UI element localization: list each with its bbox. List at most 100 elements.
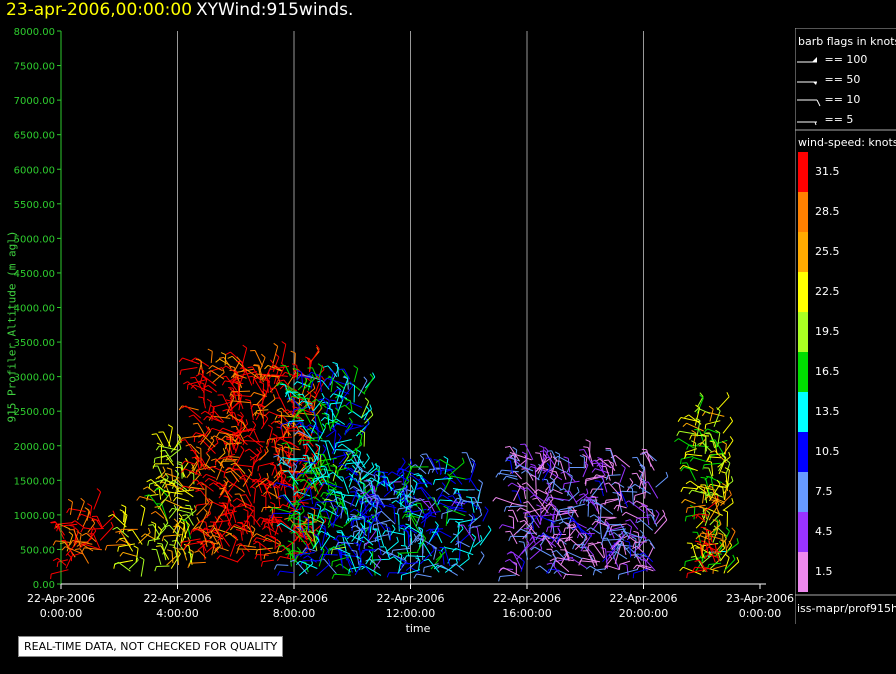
- wind-barb: [474, 497, 482, 511]
- wind-barb: [420, 503, 425, 514]
- barb-flag: [584, 479, 587, 485]
- wind-barb: [469, 478, 478, 491]
- barb-flag: [343, 451, 347, 457]
- barb-flag: [229, 394, 233, 400]
- wind-barb: [343, 513, 360, 527]
- wind-barb: [592, 519, 601, 531]
- wind-barb: [224, 504, 233, 518]
- wind-barb: [324, 440, 332, 461]
- wind-barb: [266, 375, 279, 378]
- wind-barb: [546, 479, 552, 493]
- barb-flag: [52, 557, 58, 562]
- wind-barb: [365, 554, 373, 565]
- wind-barb: [710, 452, 722, 456]
- barb-flag: [230, 373, 235, 379]
- barb-flag: [215, 358, 220, 363]
- wind-barb: [343, 368, 351, 380]
- wind-barb: [99, 526, 114, 541]
- wind-barb: [468, 517, 476, 527]
- barb-flag: [312, 383, 316, 389]
- barb-flag: [596, 541, 602, 544]
- wind-barb: [318, 366, 323, 378]
- barb-flag: [194, 505, 197, 511]
- barb-flag: [225, 414, 230, 419]
- wind-barb: [589, 565, 602, 574]
- barb-flag: [333, 497, 338, 502]
- barb-flag: [461, 457, 465, 463]
- wind-barb: [73, 529, 82, 548]
- barb-flag: [385, 526, 391, 529]
- wind-barb: [214, 435, 229, 445]
- barb-flag: [183, 381, 188, 385]
- y-tick-label: 4500.00: [14, 269, 55, 280]
- wind-barb: [159, 506, 168, 522]
- wind-barb: [378, 528, 385, 547]
- barb-flag: [641, 451, 647, 454]
- barb-flag: [234, 432, 237, 438]
- barb-flag: [624, 540, 630, 543]
- wind-barb: [376, 502, 397, 509]
- colorbar-swatch: [798, 552, 808, 592]
- wind-barb: [640, 520, 654, 531]
- barb-flag: [435, 530, 440, 535]
- barb-flag: [261, 525, 267, 530]
- wind-barb: [449, 507, 467, 513]
- wind-barb: [284, 365, 292, 377]
- barb-flag: [478, 479, 483, 484]
- wind-barb: [449, 462, 465, 476]
- barb-flag: [266, 472, 269, 478]
- barb-flag: [317, 363, 323, 368]
- barb-flag: [261, 353, 266, 358]
- barb-flag: [338, 497, 342, 503]
- wind-barb: [305, 541, 312, 553]
- wind-barb: [596, 502, 614, 515]
- wind-barb: [264, 381, 271, 398]
- wind-barb: [376, 530, 379, 542]
- axes: 0.00500.001000.001500.002000.002500.0030…: [14, 27, 794, 620]
- wind-barb: [311, 463, 330, 470]
- barb-flag: [203, 416, 208, 421]
- barb-flag: [208, 525, 214, 527]
- barb-flag: [249, 456, 255, 460]
- barb-flag: [185, 504, 191, 507]
- wind-barb: [235, 437, 241, 454]
- wind-barb: [289, 512, 301, 517]
- barb-flag: [209, 534, 214, 540]
- barb-flag: [337, 443, 343, 448]
- wind-barb: [281, 447, 291, 459]
- barb-flag: [112, 510, 116, 516]
- barb-flag: [198, 434, 204, 438]
- wind-barb: [296, 469, 308, 480]
- wind-barb: [69, 508, 86, 512]
- wind-barb: [349, 468, 357, 482]
- wind-barb: [708, 562, 721, 565]
- wind-barb: [696, 514, 706, 523]
- barb-flag: [345, 518, 349, 524]
- wind-barb: [345, 554, 354, 573]
- wind-barb: [695, 519, 705, 529]
- wind-barb: [181, 367, 198, 371]
- barb-flag: [404, 510, 410, 513]
- colorbar-label: 31.5: [815, 165, 840, 178]
- barb-flag: [400, 563, 403, 570]
- wind-barb: [526, 487, 538, 499]
- barb-flag: [306, 358, 312, 362]
- wind-barb: [275, 388, 281, 400]
- barb-flag: [273, 394, 276, 400]
- barb-flag: [679, 566, 684, 572]
- barb-flag: [320, 417, 326, 422]
- wind-barb: [364, 414, 374, 424]
- wind-barb: [243, 511, 254, 527]
- barb-flag: [504, 558, 510, 563]
- barb-flag: [285, 389, 291, 393]
- wind-barb: [181, 524, 190, 544]
- wind-barb: [212, 427, 230, 435]
- barb-flag: [410, 484, 414, 490]
- wind-barb: [708, 467, 713, 479]
- wind-barb: [399, 551, 419, 554]
- wind-barb: [325, 430, 336, 438]
- wind-barb: [218, 510, 237, 517]
- wind-barb: [144, 533, 156, 541]
- wind-barb: [311, 457, 319, 476]
- wind-barb: [558, 509, 577, 513]
